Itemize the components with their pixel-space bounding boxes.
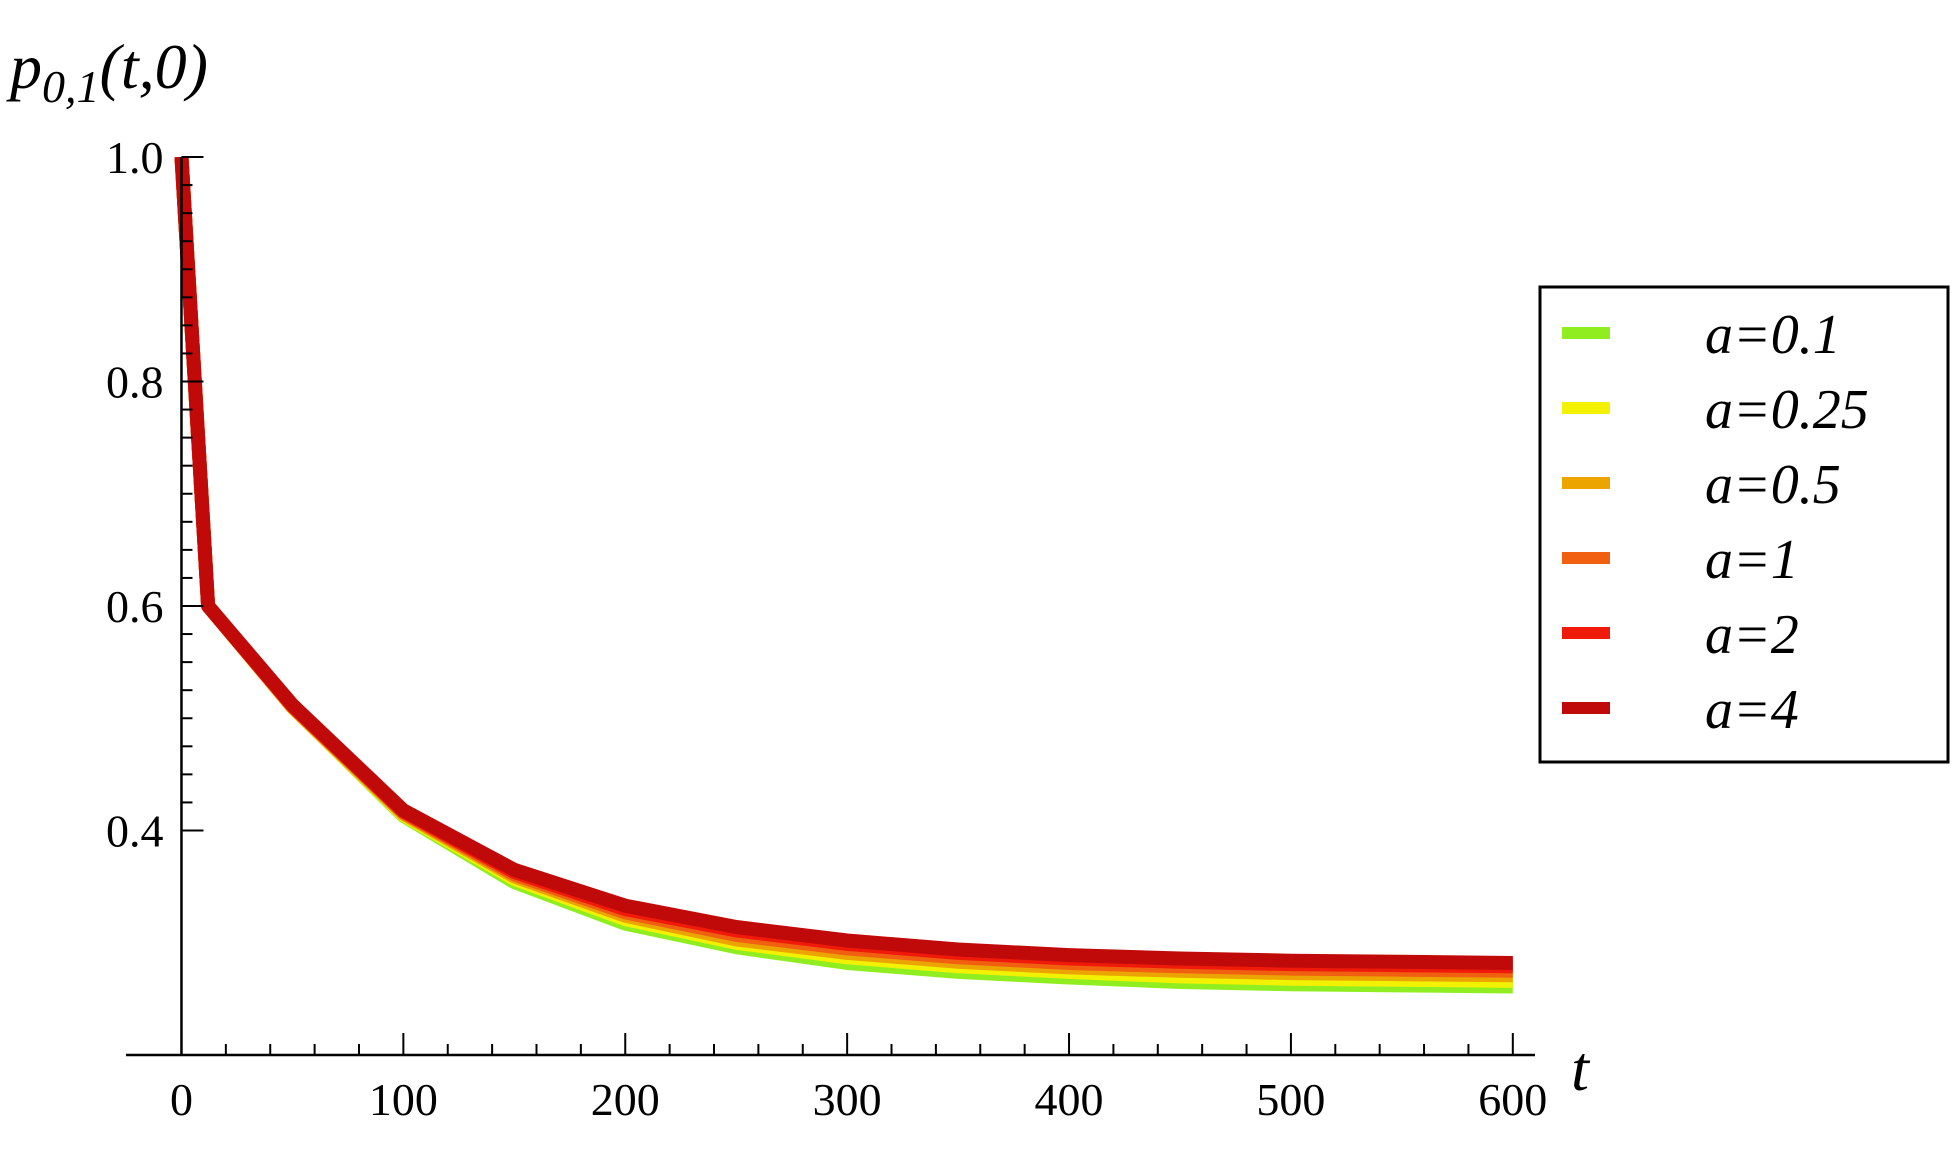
y-tick-label: 0.4 — [106, 806, 164, 857]
x-tick-label: 300 — [813, 1074, 882, 1125]
legend-label: a=0.1 — [1705, 304, 1841, 366]
legend-label: a=0.25 — [1705, 379, 1869, 441]
y-tick-label: 0.6 — [106, 581, 164, 632]
x-tick-label: 600 — [1478, 1074, 1547, 1125]
y-axis-ticks: 0.4 0.6 0.8 1.0 — [106, 132, 204, 857]
x-tick-label: 200 — [591, 1074, 660, 1125]
legend-label: a=1 — [1705, 529, 1799, 591]
legend-label: a=2 — [1705, 604, 1799, 666]
y-axis-title: p0,1(t,0) — [6, 31, 208, 112]
y-tick-label: 0.8 — [106, 357, 164, 408]
series-line — [174, 156, 1513, 970]
y-tick-label: 1.0 — [106, 132, 164, 183]
x-axis-title: t — [1571, 1033, 1591, 1104]
series-line — [174, 156, 1513, 983]
series-lines — [174, 156, 1513, 994]
y-axis-title-args: (t,0) — [100, 31, 208, 102]
y-axis-title-subscript: 0,1 — [42, 61, 100, 112]
legend: a=0.1 a=0.25 a=0.5 a=1 a=2 a=4 — [1538, 285, 1950, 764]
axes — [126, 157, 1535, 1057]
x-tick-label: 400 — [1035, 1074, 1104, 1125]
series-line — [174, 156, 1513, 978]
series-line — [174, 156, 1513, 994]
x-axis-ticks: 0 100 200 300 400 500 600 — [170, 1033, 1547, 1125]
series-line — [174, 156, 1513, 988]
y-axis-title-symbol: p — [6, 31, 42, 102]
series-line — [174, 156, 1513, 974]
legend-box — [1538, 285, 1950, 764]
legend-label: a=4 — [1705, 679, 1799, 741]
legend-label: a=0.5 — [1705, 454, 1841, 516]
x-tick-label: 0 — [170, 1074, 193, 1125]
x-tick-label: 500 — [1256, 1074, 1325, 1125]
x-tick-label: 100 — [369, 1074, 438, 1125]
legend-items: a=0.1 a=0.25 a=0.5 a=1 a=2 a=4 — [1562, 304, 1869, 741]
